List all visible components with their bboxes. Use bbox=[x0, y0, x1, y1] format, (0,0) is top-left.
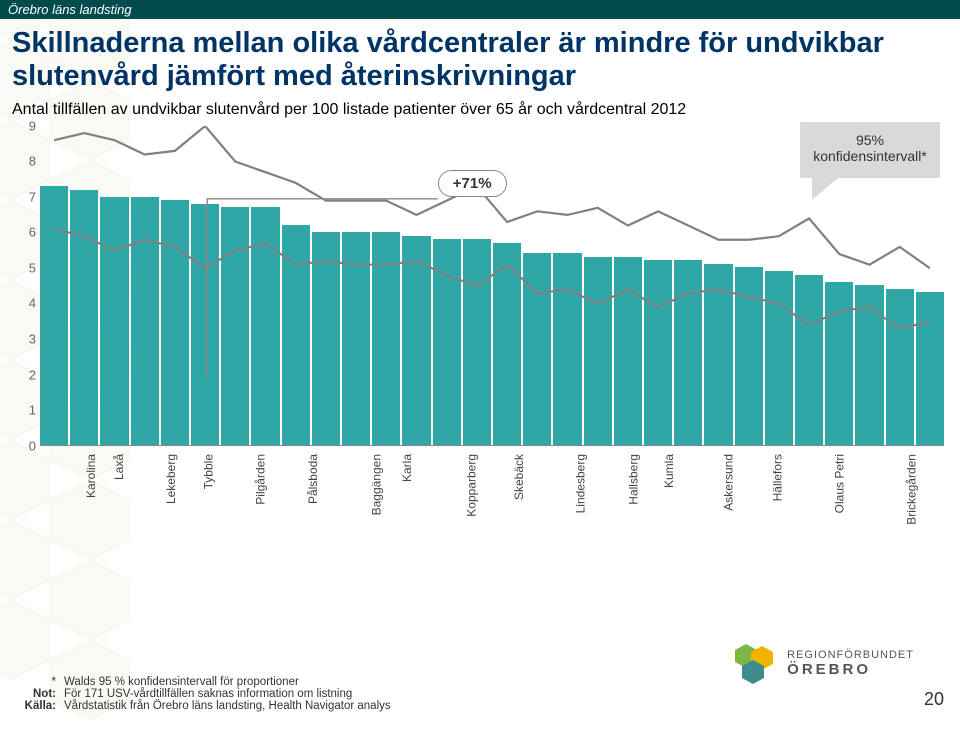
bar bbox=[916, 292, 944, 444]
bar bbox=[825, 282, 853, 445]
bar bbox=[704, 264, 732, 445]
bar bbox=[40, 186, 68, 445]
diff-annotation: +71% bbox=[438, 170, 507, 197]
bar bbox=[191, 204, 219, 445]
bar bbox=[251, 207, 279, 444]
bar bbox=[100, 197, 128, 445]
diff-annotation-text: +71% bbox=[453, 175, 492, 192]
bar bbox=[855, 285, 883, 445]
ci-legend-line2: konfidensintervall* bbox=[800, 148, 940, 165]
y-tick: 5 bbox=[14, 260, 36, 275]
logo: REGIONFÖRBUNDET ÖREBRO bbox=[735, 644, 914, 684]
header-text: Örebro läns landsting bbox=[8, 2, 132, 17]
logo-icon bbox=[735, 644, 779, 684]
bar bbox=[584, 257, 612, 445]
bar bbox=[312, 232, 340, 445]
y-tick: 7 bbox=[14, 189, 36, 204]
bar bbox=[70, 190, 98, 445]
x-axis-labels: KarolinaLaxåLekebergTybblePilgårdenPålsb… bbox=[40, 446, 944, 556]
ci-legend-line1: 95% bbox=[800, 132, 940, 149]
bar bbox=[735, 267, 763, 444]
bar bbox=[644, 260, 672, 444]
y-tick: 4 bbox=[14, 296, 36, 311]
bar bbox=[553, 253, 581, 444]
slide-number: 20 bbox=[924, 689, 944, 710]
y-tick: 8 bbox=[14, 154, 36, 169]
ci-legend: 95% konfidensintervall* bbox=[800, 122, 940, 178]
y-tick: 0 bbox=[14, 438, 36, 453]
bar bbox=[493, 243, 521, 445]
bar bbox=[433, 239, 461, 445]
footnote-star: Walds 95 % konfidensintervall för propor… bbox=[64, 676, 299, 688]
bar bbox=[523, 253, 551, 444]
bar bbox=[402, 236, 430, 445]
chart: +71% 95% konfidensintervall* 0123456789 … bbox=[12, 126, 948, 556]
bar bbox=[795, 275, 823, 445]
logo-text: REGIONFÖRBUNDET ÖREBRO bbox=[787, 650, 914, 677]
y-tick: 6 bbox=[14, 225, 36, 240]
page-title: Skillnaderna mellan olika vårdcentraler … bbox=[0, 19, 960, 94]
bar bbox=[886, 289, 914, 445]
y-tick: 3 bbox=[14, 332, 36, 347]
bar bbox=[765, 271, 793, 445]
footnote-source: Vårdstatistik från Örebro läns landsting… bbox=[64, 700, 391, 712]
bar bbox=[131, 197, 159, 445]
bar bbox=[463, 239, 491, 445]
bar bbox=[221, 207, 249, 444]
bar bbox=[342, 232, 370, 445]
header-bar: Örebro läns landsting bbox=[0, 0, 960, 19]
y-tick: 1 bbox=[14, 403, 36, 418]
footnote-not: För 171 USV-vårdtillfällen saknas inform… bbox=[64, 688, 352, 700]
bar bbox=[614, 257, 642, 445]
x-label: Brickegården bbox=[905, 454, 960, 525]
bar bbox=[282, 225, 310, 445]
y-tick: 9 bbox=[14, 118, 36, 133]
bar bbox=[372, 232, 400, 445]
y-tick: 2 bbox=[14, 367, 36, 382]
page-subtitle: Antal tillfällen av undvikbar slutenvård… bbox=[0, 94, 960, 120]
bar bbox=[674, 260, 702, 444]
bar bbox=[161, 200, 189, 445]
